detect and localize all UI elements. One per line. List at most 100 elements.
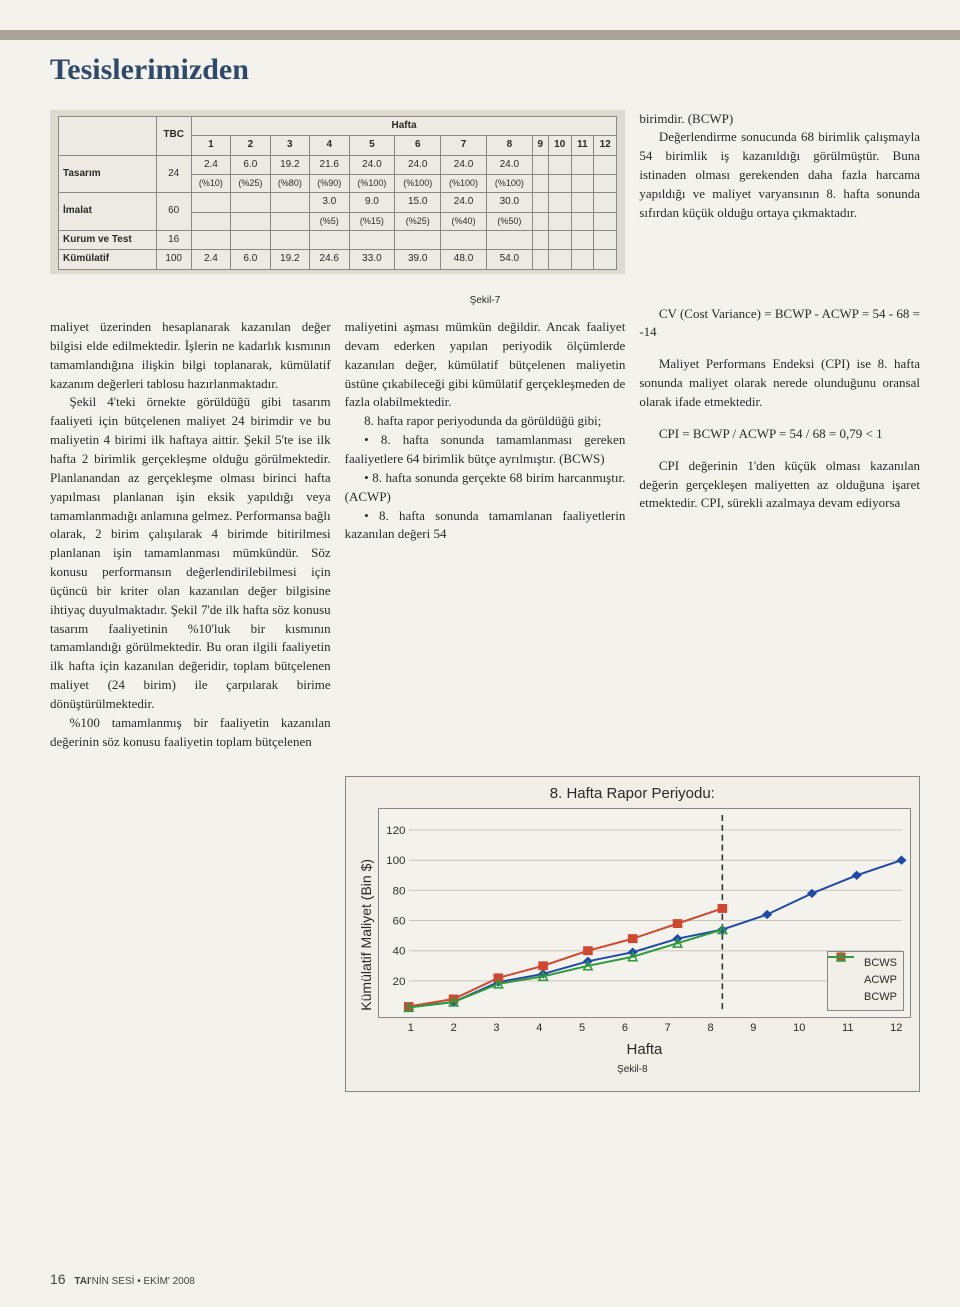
svg-text:60: 60 — [393, 916, 406, 928]
table-cell — [571, 250, 593, 270]
table-pct-cell — [548, 212, 571, 230]
table-tbc-cell: 60 — [156, 193, 191, 231]
para-c3f: CPI değerinin 1'den küçük olması kazanıl… — [639, 457, 920, 514]
chart-xlabel: Hafta — [378, 1039, 911, 1061]
table-pct-cell: (%5) — [310, 212, 349, 230]
table-pct-cell: (%100) — [441, 175, 487, 193]
sekil7-caption: Şekil-7 — [345, 294, 626, 309]
table-pct-cell: (%10) — [191, 175, 230, 193]
table-cell — [594, 250, 617, 270]
para-c1c: %100 tamamlanmış bir faaliyetin kazanıla… — [50, 714, 331, 752]
table-row-label: Kurum ve Test — [59, 230, 157, 250]
chart-xtick: 9 — [750, 1021, 756, 1037]
hafta-table: TBC Hafta 123456789101112 Tasarım242.46.… — [58, 116, 617, 270]
chart-xtick: 3 — [493, 1021, 499, 1037]
svg-text:40: 40 — [393, 946, 406, 958]
table-pct-cell — [571, 212, 593, 230]
para-c3c: CV (Cost Variance) = BCWP - ACWP = 54 - … — [639, 305, 920, 343]
week-header-cell: 1 — [191, 136, 230, 156]
table-cell — [571, 193, 593, 213]
section-title: Tesislerimizden — [50, 48, 920, 92]
table-pct-cell: (%80) — [270, 175, 309, 193]
col3-top: birimdir. (BCWP) Değerlendirme sonucunda… — [639, 110, 920, 278]
table-cell: 15.0 — [395, 193, 441, 213]
table-cell: 54.0 — [486, 250, 532, 270]
table-pct-cell — [231, 212, 270, 230]
para-c3a: birimdir. (BCWP) — [639, 110, 920, 129]
chart-legend: BCWSACWPBCWP — [827, 951, 904, 1011]
chart-plot-area: 20406080100120 BCWSACWPBCWP — [378, 808, 911, 1018]
chart-xtick: 12 — [890, 1021, 902, 1037]
table-row-label: Tasarım — [59, 155, 157, 193]
table-pct-cell: (%15) — [349, 212, 395, 230]
table-cell — [486, 230, 532, 250]
table-row-label: İmalat — [59, 193, 157, 231]
table-cell: 24.0 — [441, 193, 487, 213]
page: Tesislerimizden TBC Hafta 12345678910111… — [0, 0, 960, 1307]
chart-xtick: 1 — [408, 1021, 414, 1037]
svg-text:100: 100 — [386, 856, 405, 868]
table-tbc-cell: 24 — [156, 155, 191, 193]
table-cell — [548, 230, 571, 250]
legend-item: BCWP — [834, 990, 897, 1006]
table-cell — [548, 193, 571, 213]
table-cell — [349, 230, 395, 250]
table-tbc-cell: 16 — [156, 230, 191, 250]
table-cell: 2.4 — [191, 155, 230, 175]
table-cell — [548, 155, 571, 175]
table-cell — [395, 230, 441, 250]
week-header-cell: 9 — [532, 136, 548, 156]
sekil8-caption: Şekil-8 — [354, 1063, 911, 1078]
table-cell: 19.2 — [270, 250, 309, 270]
para-c1b: Şekil 4'teki örnekte görüldüğü gibi tasa… — [50, 393, 331, 713]
footer-mag2: 'NİN SESİ • EKİM' 2008 — [90, 1276, 195, 1287]
table-cell — [532, 193, 548, 213]
table-tbc-cell: 100 — [156, 250, 191, 270]
table-cell — [532, 250, 548, 270]
table-pct-cell: (%100) — [349, 175, 395, 193]
table-cell: 6.0 — [231, 250, 270, 270]
table-cell: 6.0 — [231, 155, 270, 175]
table-cell: 24.0 — [349, 155, 395, 175]
top-accent-strip — [0, 30, 960, 40]
svg-text:120: 120 — [386, 826, 405, 838]
chart-sekil8: 8. Hafta Rapor Periyodu: Kümülatif Maliy… — [345, 776, 920, 1093]
table-cell: 24.0 — [441, 155, 487, 175]
chart-xtick: 4 — [536, 1021, 542, 1037]
table-cell — [594, 193, 617, 213]
table-pct-cell — [532, 175, 548, 193]
table-pct-cell — [532, 212, 548, 230]
page-number: 16 — [50, 1271, 66, 1287]
week-header-cell: 7 — [441, 136, 487, 156]
table-pct-cell — [191, 212, 230, 230]
table-row-label: Kümülatif — [59, 250, 157, 270]
table-cell: 24.0 — [395, 155, 441, 175]
table-cell — [594, 155, 617, 175]
chart-xtick: 2 — [451, 1021, 457, 1037]
chart-xaxis: 123456789101112 — [378, 1018, 911, 1037]
table-cell: 21.6 — [310, 155, 349, 175]
week-header-cell: 5 — [349, 136, 395, 156]
chart-ylabel: Kümülatif Maliyet (Bin $) — [354, 808, 378, 1061]
para-c1a: maliyet üzerinden hesaplanarak kazanılan… — [50, 318, 331, 393]
table-cell: 39.0 — [395, 250, 441, 270]
table-cell — [571, 230, 593, 250]
para-c2c: • 8. hafta sonunda tamamlanması gereken … — [345, 431, 626, 469]
table-cell — [270, 230, 309, 250]
chart-xtick: 8 — [707, 1021, 713, 1037]
content-grid: TBC Hafta 123456789101112 Tasarım242.46.… — [50, 110, 920, 1093]
table-cell — [532, 155, 548, 175]
table-pct-cell — [548, 175, 571, 193]
tbc-header: TBC — [156, 116, 191, 155]
para-c2b: 8. hafta rapor periyodunda da görüldüğü … — [345, 412, 626, 431]
table-cell — [441, 230, 487, 250]
table-cell: 3.0 — [310, 193, 349, 213]
table-cell — [548, 250, 571, 270]
table-cell: 2.4 — [191, 250, 230, 270]
week-header-cell: 11 — [571, 136, 593, 156]
table-pct-cell: (%40) — [441, 212, 487, 230]
table-pct-cell: (%100) — [395, 175, 441, 193]
table-cell: 19.2 — [270, 155, 309, 175]
table-pct-cell — [571, 175, 593, 193]
week-header-cell: 3 — [270, 136, 309, 156]
